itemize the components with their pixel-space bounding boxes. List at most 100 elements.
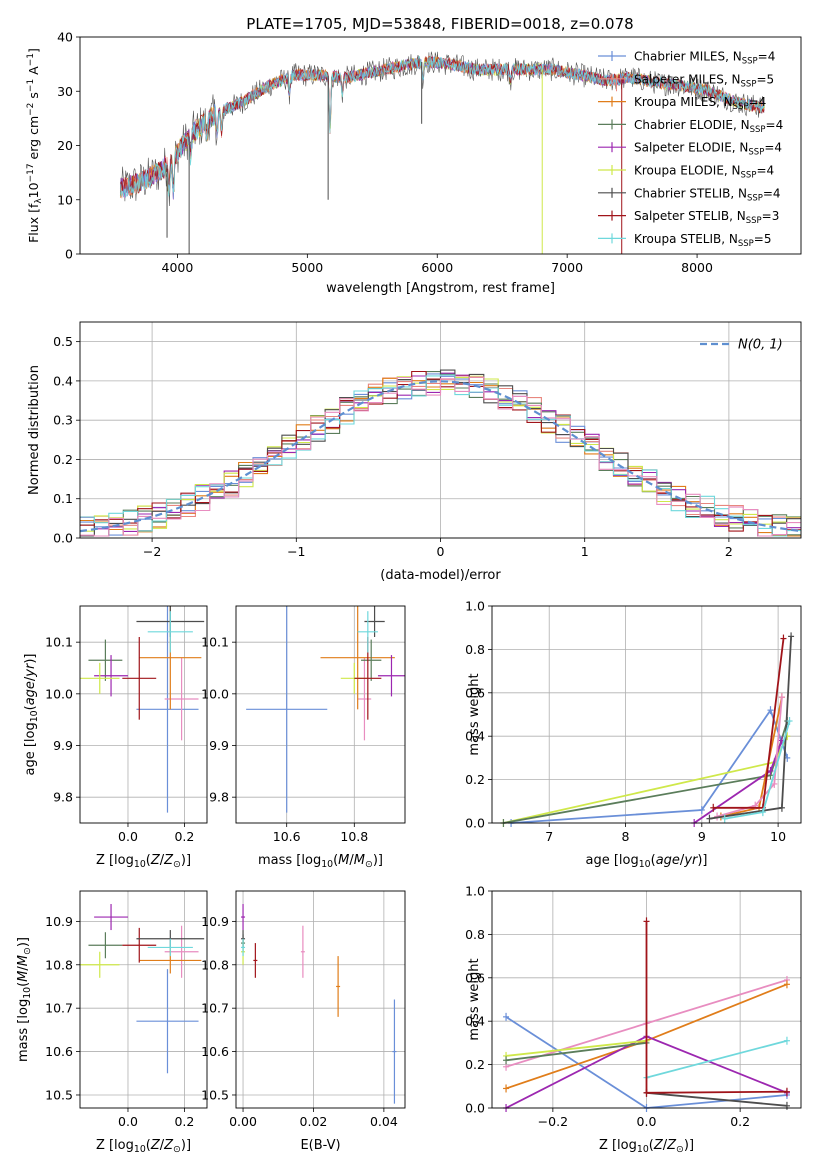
age-vs-Z-xlabel: Z [log10(Z/Z⊙)] [96,853,191,870]
mass_vs_Z-points [80,904,205,1074]
age_vs_mass-points [246,606,405,813]
age_vs_Z-xtick-label: 0.2 [174,829,194,844]
age_vs_Z-ytick-label: 9.8 [53,790,73,805]
legend-entry: Chabrier STELIB, NSSP=4 [634,186,781,203]
weight_vs_age-xtick-label: 9 [698,829,706,844]
age_vs_mass-ytick-label: 9.9 [209,738,229,753]
residuals-ytick-label: 0.3 [53,413,73,428]
normal-legend-label: N(0, 1) [738,338,783,353]
spectrum-ylabel: Flux [fλ10−17 erg cm−2 s−1 A−1] [26,48,44,243]
plot-layer: 4000 5000 6000 7000 8000010203040wavelength … [16,30,802,1155]
mass_vs_ebv-xtick-label: 0.04 [370,1114,398,1129]
mass-vs-ebv-xlabel: E(B-V) [300,1138,340,1153]
mass_vs_ebv-ytick-label: 10.6 [201,1044,229,1059]
mass-vs-Z-xlabel: Z [log10(Z/Z⊙)] [96,1138,191,1155]
mass_vs_Z-ytick-label: 10.5 [45,1087,73,1102]
spectrum-ytick-label: 10 [57,192,73,207]
age_vs_Z-ytick-label: 9.9 [53,738,73,753]
residuals-ytick-label: 0.1 [53,491,73,506]
weight_vs_Z-ytick-label: 1.0 [465,884,485,899]
age_vs_Z-frame [79,605,208,824]
weight_vs_age-xtick-label: 10 [770,829,786,844]
weight_vs_Z-ytick-label: 0.8 [465,927,485,942]
spectrum-axes: 4000 5000 6000 7000 8000 0 10 20 30 40 [57,30,713,276]
spectrum-frame [79,36,802,255]
mass_vs_ebv-xtick-label: 0.02 [300,1114,328,1129]
age_vs_Z-ytick-label: 10.1 [45,635,73,650]
weight_vs_age-xtick-label: 8 [622,829,630,844]
figure-title: PLATE=1705, MJD=53848, FIBERID=0018, z=0… [246,15,633,33]
mass_vs_ebv-xtick-label: 0.00 [229,1114,257,1129]
residual-hist-kroupa_stelib [80,374,801,537]
residuals-ylabel: Normed distribution [27,365,42,495]
weight_vs_Z-frame [491,890,802,1109]
mass_vs_ebv-ytick-label: 10.9 [201,914,229,929]
weight_vs_age-ytick-label: 1.0 [465,599,485,614]
residuals-xtick-label: 2 [725,544,733,559]
weight_vs_Z-xtick-label: 0.2 [730,1114,750,1129]
weight-vs-Z-ylabel: mass weight [467,958,482,1040]
weight_vs_age-ytick-label: 0.0 [465,816,485,831]
spectrum-xtick-label: 5000 [291,260,323,275]
weight_vs_Z-ytick-label: 0.4 [465,1014,485,1029]
weight_vs_Z-ytick-label: 0.2 [465,1057,485,1072]
mass_vs_ebv-frame [235,890,406,1109]
age_vs_mass-xtick-label: 10.8 [340,829,368,844]
spectrum-xtick-label: 6000 [421,260,453,275]
weight_vs_Z-xtick-label: 0.0 [637,1114,657,1129]
mass_vs_Z-ytick-label: 10.8 [45,957,73,972]
weight-vs-age-ylabel: mass weight [467,673,482,755]
legend-entry: Kroupa ELODIE, NSSP=4 [634,164,774,181]
legend-entry: Kroupa STELIB, NSSP=5 [634,232,772,249]
weight_vs_Z-ytick-label: 0.0 [465,1101,485,1116]
age_vs_Z-points [80,606,205,813]
spectrum-line-kroupa_stelib [119,56,765,198]
weight_vs_Z-xtick-label: −0.2 [538,1114,568,1129]
residuals-xlabel: (data-model)/error [380,568,501,583]
residual-histograms [79,369,802,537]
weight_vs_Z-line-salpeter_stelib [645,921,788,1094]
mass-vs-Z-ylabel: mass [log10(M/M⊙)] [16,937,33,1062]
residuals-xtick-label: 1 [581,544,589,559]
age_vs_Z-ytick-label: 10.0 [45,686,73,701]
age_vs_mass-ytick-label: 9.8 [209,790,229,805]
spectrum-legend: Chabrier MILES, NSSP=4 Salpeter MILES, NS… [598,50,783,249]
residuals-xtick-label: −2 [143,544,161,559]
age_vs_mass-axes: 10.6 10.8 9.8 9.9 10.0 10.1 [201,606,405,844]
residual-hist-pink [80,376,801,537]
normal-curve [79,380,802,533]
age-vs-Z-ylabel: age [log10(age/yr)] [23,653,40,775]
mass_vs_Z-ytick-label: 10.6 [45,1044,73,1059]
weight_vs_Z-series [503,917,790,1112]
spectrum-ytick-label: 40 [57,30,73,45]
weight_vs_age-ytick-label: 0.2 [465,772,485,787]
legend-entry: Chabrier ELODIE, NSSP=4 [634,118,783,135]
mass_vs_ebv-ytick-label: 10.7 [201,1001,229,1016]
weight-vs-age-xlabel: age [log10(age/yr)] [585,853,707,870]
mass_vs_Z-ytick-label: 10.7 [45,1001,73,1016]
age_vs_mass-ytick-label: 10.1 [201,635,229,650]
weight_vs_Z-line-chabrier_elodie [505,1042,647,1062]
legend-entry: Salpeter STELIB, NSSP=3 [634,209,779,226]
mass_vs_ebv-ytick-label: 10.5 [201,1087,229,1102]
mass_vs_ebv-ytick-label: 10.8 [201,957,229,972]
weight_vs_age-ytick-label: 0.6 [465,685,485,700]
age_vs_Z-axes: 0.0 0.2 9.8 9.9 10.0 10.1 [45,606,207,844]
weight-vs-Z-xlabel: Z [log10(Z/Z⊙)] [599,1138,694,1155]
residuals-frame [79,321,802,539]
weight_vs_age-line-salpeter_stelib [713,638,785,809]
mass_vs_Z-xtick-label: 0.0 [118,1114,138,1129]
mass_vs_ebv-points [241,904,397,1104]
age-vs-mass-xlabel: mass [log10(M/M⊙)] [258,853,383,870]
mass_vs_Z-axes: 0.0 0.2 10.5 10.6 10.7 10.8 10.9 [45,891,207,1129]
spectrum-ytick-label: 20 [57,138,73,153]
age_vs_mass-ytick-label: 10.0 [201,686,229,701]
residuals-ytick-label: 0.2 [53,452,73,467]
residuals-ytick-label: 0.5 [53,334,73,349]
residuals-axes: −2 −1 0 1 2 0.0 0.1 0.2 0.3 0.4 0.5 [53,322,801,559]
mass_vs_ebv-axes: 0.00 0.02 0.04 10.5 10.6 10.7 10.8 10.9 [201,891,405,1129]
weight_vs_Z-line-chabrier_stelib [646,1091,788,1107]
age_vs_mass-xtick-label: 10.6 [273,829,301,844]
age_vs_Z-xtick-label: 0.0 [118,829,138,844]
